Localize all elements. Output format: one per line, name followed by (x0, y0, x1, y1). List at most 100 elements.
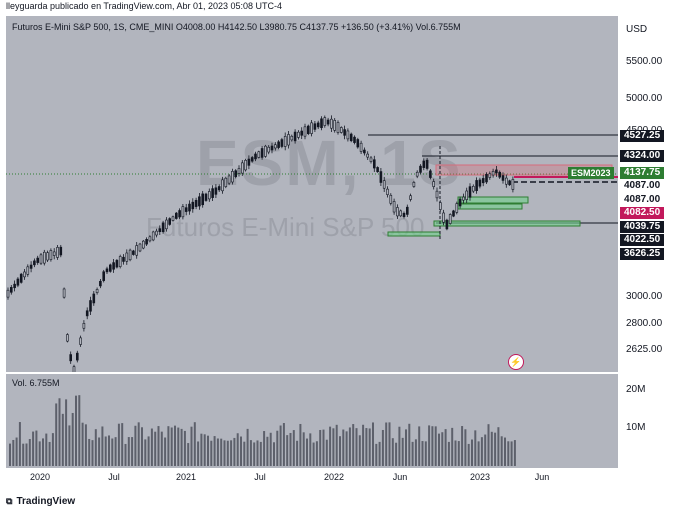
price-tick: 5000.00 (626, 93, 663, 104)
candle (511, 176, 515, 193)
candle (10, 285, 13, 295)
candle (422, 158, 426, 171)
volume-bar (378, 441, 381, 466)
volume-bar (302, 432, 305, 466)
price-tag-4087-a: 4087.00 (620, 180, 665, 192)
volume-bar (388, 422, 391, 466)
volume-bar (510, 441, 513, 466)
volume-bar (12, 439, 15, 466)
volume-bar (408, 423, 411, 466)
volume-bar (312, 442, 315, 466)
volume-bar (124, 443, 127, 466)
price-chart[interactable]: ESM, 1S Futuros E-Mini S&P 500 Futuros E… (6, 16, 618, 372)
volume-bar (365, 428, 368, 466)
candle (66, 333, 69, 343)
volume-bar (174, 425, 176, 466)
candle (379, 168, 383, 187)
candle (392, 198, 396, 215)
volume-bar (45, 433, 48, 466)
candle (316, 120, 320, 130)
volume-bar (480, 437, 483, 466)
volume-bar (117, 423, 120, 466)
volume-bar (259, 441, 262, 466)
candle (247, 155, 251, 170)
candle (349, 132, 353, 143)
time-tick: 2022 (323, 472, 345, 482)
candle (501, 172, 505, 184)
candle (300, 127, 304, 140)
time-tick: Jun (392, 472, 408, 482)
candle (330, 115, 333, 132)
volume-bar (329, 426, 332, 466)
volume-bar (464, 429, 467, 466)
volume-bar (71, 412, 74, 466)
alert-lightning-icon[interactable]: ⚡ (508, 354, 524, 370)
candle (356, 137, 360, 149)
publish-header: lleyguarda publicado en TradingView.com,… (0, 0, 680, 13)
candle (128, 248, 132, 262)
candle (175, 212, 178, 220)
volume-bar (358, 435, 361, 466)
candle (320, 116, 323, 131)
candle (161, 220, 165, 234)
volume-bar (477, 441, 480, 466)
volume-bar (193, 422, 196, 466)
volume-bar (292, 430, 295, 466)
volume-bar (18, 422, 21, 466)
candle (135, 242, 138, 259)
price-axis[interactable]: USD 5500.00 5000.00 4500.00 3000.00 2800… (618, 16, 680, 468)
volume-bar (180, 428, 183, 466)
volume-bar (157, 426, 160, 466)
volume-bar (256, 440, 259, 466)
candle (39, 252, 43, 266)
volume-bar (405, 429, 407, 466)
candle (366, 151, 370, 160)
volume-bar (91, 440, 94, 466)
volume-bar (197, 441, 200, 466)
candle (56, 244, 59, 260)
candle (346, 128, 350, 142)
time-axis[interactable]: 2020 Jul 2021 Jul 2022 Jun 2023 Jun (6, 468, 618, 488)
candle (452, 209, 455, 218)
volume-bar (226, 440, 229, 466)
volume-bar (372, 422, 374, 466)
volume-bar (84, 424, 87, 466)
volume-bar (279, 425, 282, 466)
volume-bar (249, 440, 252, 466)
candle (118, 254, 122, 269)
price-tick: 2800.00 (626, 318, 663, 329)
volume-bar (253, 442, 256, 466)
candle (105, 266, 109, 274)
candlestick-series (6, 115, 618, 372)
candle (201, 190, 204, 208)
volume-bar (81, 422, 84, 466)
candle (155, 228, 158, 238)
volume-bar (170, 427, 173, 466)
volume-bar (507, 441, 510, 466)
candle (409, 193, 412, 202)
candle (36, 255, 40, 265)
price-tag-current: 4137.75 (620, 167, 665, 179)
candle (244, 158, 247, 172)
volume-pane[interactable]: Vol. 6.755M (6, 374, 618, 468)
candle (297, 130, 300, 140)
volume-bar (187, 443, 190, 466)
candle (184, 203, 188, 216)
candle (72, 364, 76, 372)
candle (85, 307, 89, 320)
volume-bar (447, 441, 450, 466)
volume-bar (98, 437, 101, 466)
candle (92, 291, 96, 306)
volume-bar (269, 432, 272, 466)
candle (138, 242, 142, 253)
candle (306, 124, 310, 136)
demand-zone-4 (387, 231, 441, 237)
volume-bar (428, 425, 431, 466)
watermark-ticker: ESM, 1S (196, 127, 463, 199)
candle (445, 218, 449, 231)
time-tick: 2023 (469, 472, 491, 482)
volume-bar (58, 398, 61, 466)
price-tag-4039: 4039.75 (620, 221, 665, 233)
candle (485, 172, 488, 185)
brand-name: TradingView (16, 495, 76, 507)
